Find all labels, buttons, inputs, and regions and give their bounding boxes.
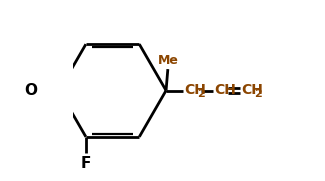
Text: O: O <box>24 83 37 98</box>
Text: 2: 2 <box>197 89 205 99</box>
Text: CH: CH <box>214 83 236 98</box>
Text: CH: CH <box>241 83 263 98</box>
Text: Me: Me <box>158 54 179 67</box>
Text: 2: 2 <box>254 89 262 99</box>
Text: F: F <box>81 155 91 171</box>
Text: CH: CH <box>184 83 206 98</box>
